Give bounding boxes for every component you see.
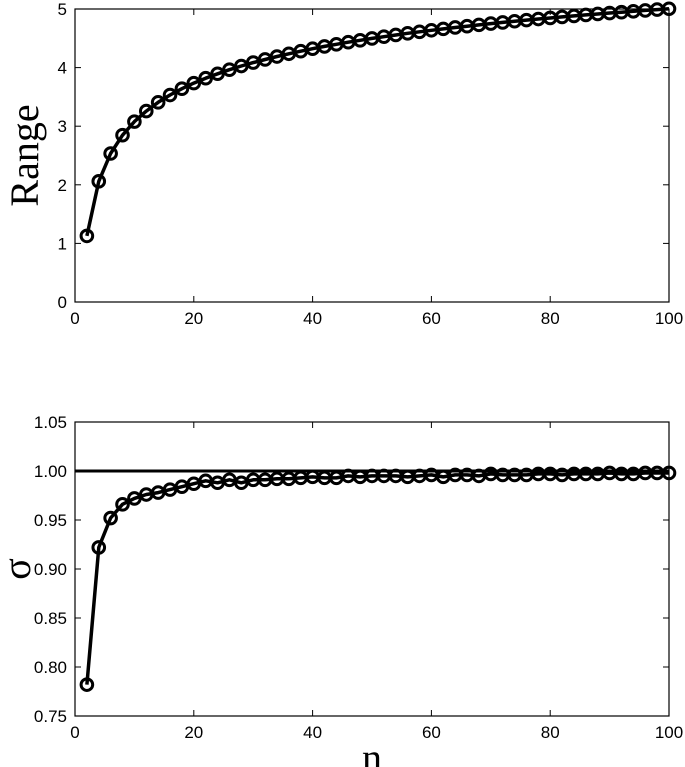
data-point [115,497,130,512]
data-point [79,228,95,244]
data-point [115,127,130,143]
data-point [661,465,677,481]
x-tick-label: 60 [422,309,441,328]
x-tick-label: 20 [184,723,203,742]
x-tick-label: 80 [541,309,560,328]
x-tick-label: 40 [303,309,322,328]
y-tick-label: 0.80 [34,658,67,677]
y-tick-label: 1.05 [34,413,67,432]
data-point [174,81,190,96]
y-tick-label: 5 [58,0,67,19]
series-line [85,471,669,685]
series-line [85,7,670,237]
y-tick-label: 0.85 [34,609,67,628]
data-point [210,66,225,82]
data-point [79,677,95,692]
y-tick-label: 1.00 [34,462,67,481]
data-point [198,70,213,86]
data-point [661,1,677,17]
x-tick-label: 0 [70,723,79,742]
data-point [138,103,154,119]
x-tick-label: 100 [655,723,683,742]
x-tick-label: 80 [541,723,560,742]
data-point [186,75,202,91]
x-tick-label: 0 [70,309,79,328]
x-tick-label: 60 [422,723,441,742]
y-tick-label: 0 [58,293,67,312]
y-tick-label: 0.75 [34,707,67,726]
data-point [103,146,118,161]
plot-sigma: 0 20 40 60 80 100 0.75 0.80 0.85 0.90 0.95 1.00 1.05… [0,413,683,767]
y-axis-label: σ [0,558,39,580]
plot-range: 0 20 40 60 80 100 0 1 2 3 4 5 Range [2,0,683,328]
data-point [103,510,118,526]
data-point [127,114,142,129]
data-point [162,87,178,103]
x-tick-label: 100 [655,309,683,328]
y-tick-label: 0.95 [34,511,67,530]
y-tick-label: 0.90 [34,560,67,579]
data-point [150,95,166,110]
x-tick-label: 20 [184,309,203,328]
axes-frame [74,8,670,303]
y-tick-label: 1 [58,234,67,253]
x-tick-label: 40 [303,723,322,742]
data-point [91,174,107,189]
data-point [91,540,107,555]
axes-frame [74,421,670,717]
y-tick-label: 2 [58,176,67,195]
y-tick-label: 4 [58,59,67,78]
y-tick-label: 3 [58,117,67,136]
y-axis-label: Range [2,104,47,206]
x-axis-label: n [362,735,382,767]
